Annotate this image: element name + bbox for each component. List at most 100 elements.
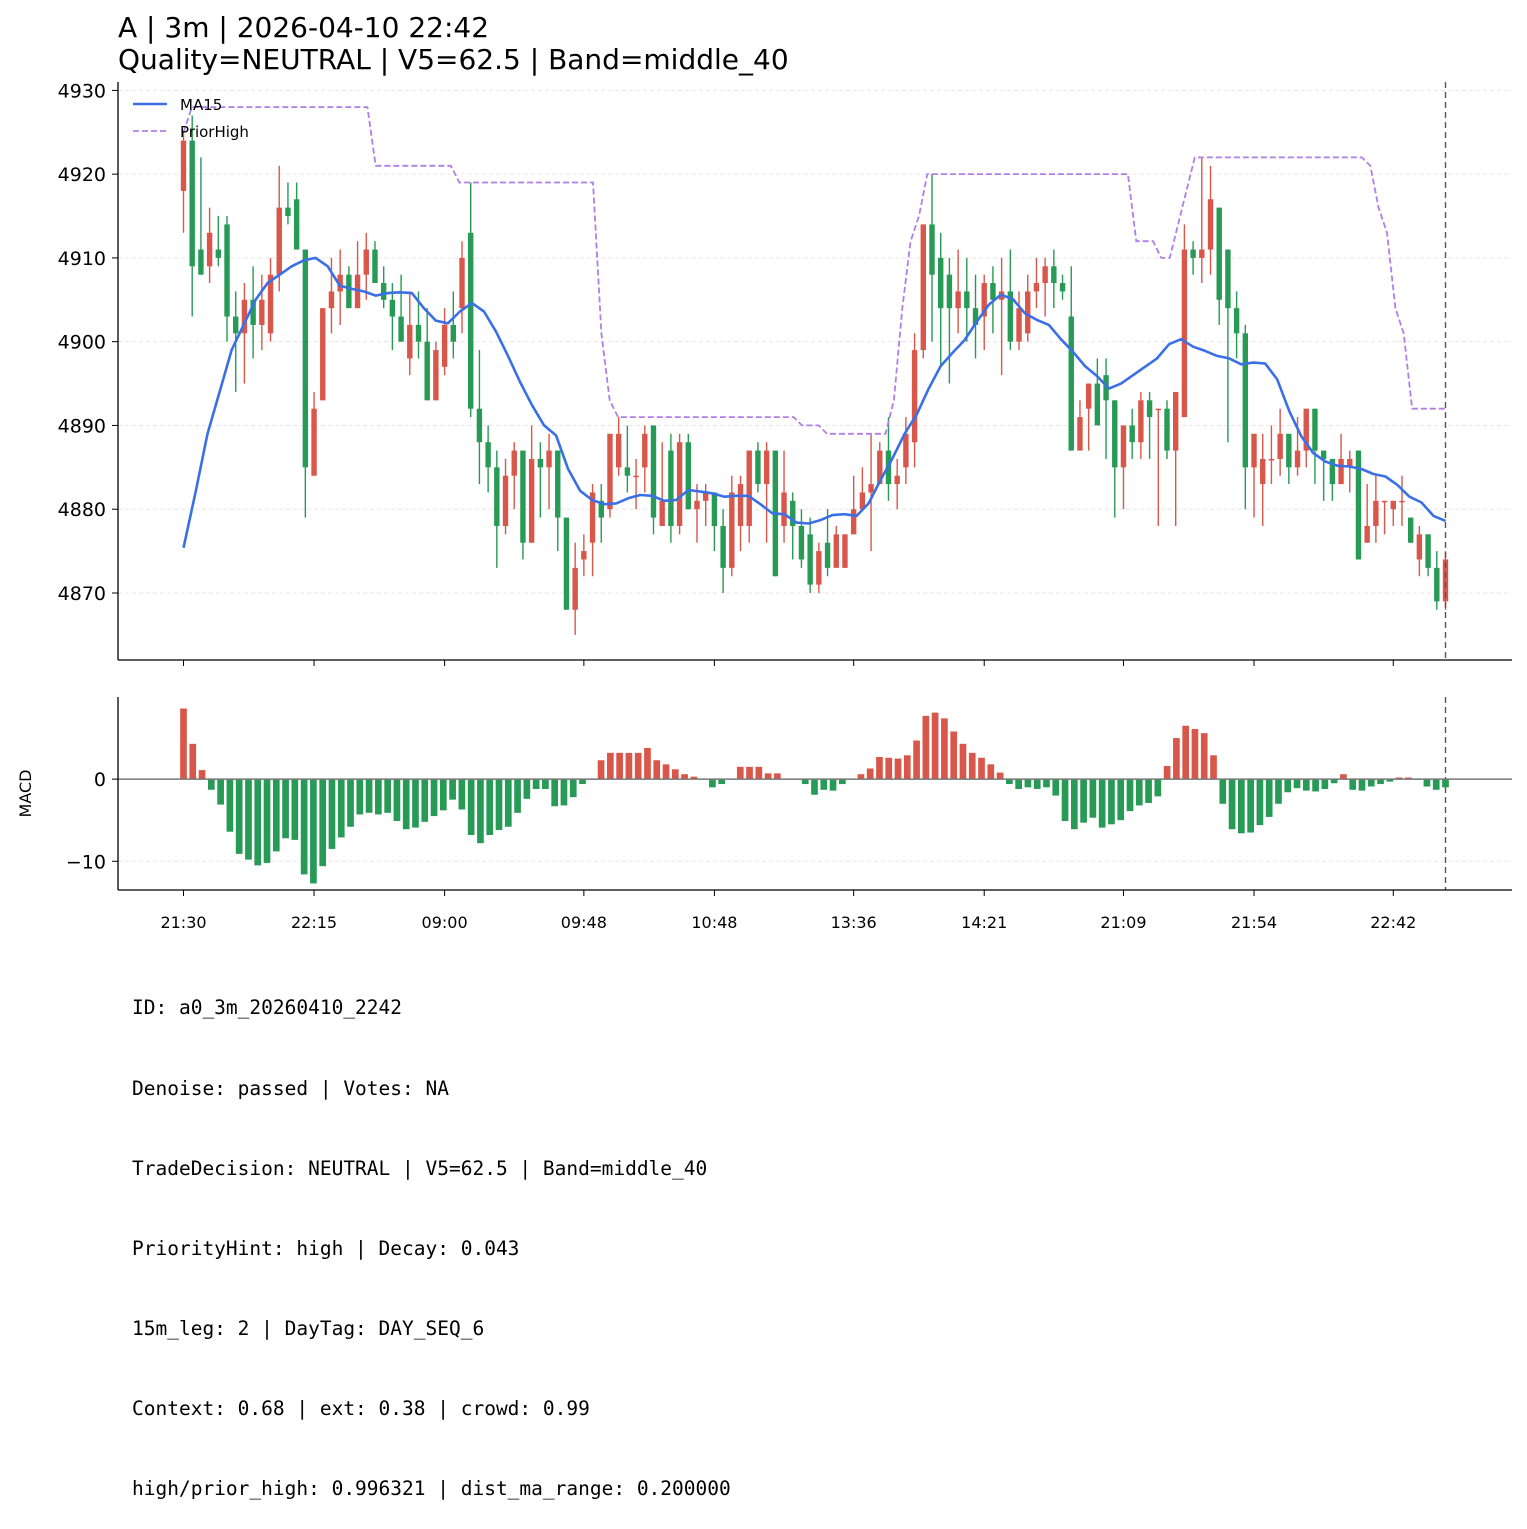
candle-body	[528, 458, 535, 543]
candle-body	[938, 257, 944, 309]
candle-body	[1373, 500, 1379, 526]
macd-bar	[616, 752, 623, 780]
candle-body	[1207, 199, 1214, 250]
macd-bar	[746, 766, 753, 780]
x-tick-label: 09:00	[422, 913, 468, 932]
macd-bar	[458, 779, 466, 810]
macd-bar	[1238, 779, 1245, 834]
macd-bar	[1154, 779, 1162, 797]
candle-body	[1242, 333, 1249, 468]
candle-body	[1077, 417, 1083, 451]
candle-body	[581, 551, 587, 560]
macd-bar	[1293, 779, 1301, 789]
macd-bar	[1117, 779, 1125, 821]
price-y-tick-label: 4920	[58, 164, 106, 186]
macd-bar	[1302, 779, 1310, 791]
x-tick-label: 21:09	[1100, 913, 1146, 932]
info-line-ratios: high/prior_high: 0.996321 | dist_ma_rang…	[132, 1477, 731, 1501]
chart-title: A | 3m | 2026-04-10 22:42	[118, 11, 490, 44]
candle-body	[842, 534, 848, 568]
macd-bar	[1423, 779, 1431, 787]
candle-body	[763, 450, 770, 485]
macd-y-tick-label: 0	[94, 769, 106, 791]
candle-body	[398, 316, 404, 342]
candle-body	[267, 274, 274, 334]
macd-bar	[365, 779, 373, 813]
macd-bar	[189, 743, 197, 780]
candle-body	[824, 542, 831, 568]
macd-bar	[180, 708, 187, 780]
candle-body	[546, 450, 552, 468]
candle-body	[337, 274, 343, 292]
macd-bar	[894, 758, 902, 780]
candle-body	[1181, 249, 1188, 418]
macd-bar	[198, 770, 206, 780]
legend-ma15-label: MA15	[180, 96, 222, 114]
candle-body	[807, 534, 813, 585]
x-tick-label: 21:54	[1231, 913, 1277, 932]
candle-body	[572, 567, 578, 610]
macd-bar	[254, 779, 262, 866]
candle-body	[1355, 450, 1362, 560]
macd-bar	[402, 779, 410, 830]
candle-body	[642, 433, 648, 468]
macd-bar	[1349, 779, 1357, 790]
candle-body	[1286, 433, 1292, 468]
macd-bar	[551, 779, 559, 807]
candle-body	[250, 299, 256, 325]
macd-bar	[356, 779, 364, 815]
macd-bar	[996, 772, 1004, 780]
price-y-tick-label: 4890	[58, 415, 106, 437]
macd-bar	[245, 779, 252, 860]
macd-bar	[1405, 777, 1412, 780]
candle-body	[1155, 408, 1161, 411]
candle-body	[1329, 458, 1336, 485]
macd-bar	[449, 779, 456, 800]
macd-bar	[1395, 777, 1403, 780]
candle-body	[781, 492, 787, 526]
macd-bar	[709, 779, 716, 788]
macd-bar	[1265, 779, 1273, 817]
candle-body	[1347, 458, 1353, 468]
macd-bar	[1386, 779, 1394, 782]
macd-bar	[755, 766, 763, 780]
candle-body	[1338, 458, 1344, 485]
macd-bar	[1200, 733, 1208, 780]
candle-body	[911, 350, 918, 443]
macd-bar	[866, 768, 874, 780]
macd-bar	[514, 779, 521, 813]
price-y-tick-label: 4910	[58, 248, 106, 270]
candle-body	[1277, 433, 1283, 459]
candle-body	[1260, 458, 1266, 485]
macd-bar	[885, 757, 893, 780]
macd-bar	[263, 779, 271, 863]
macd-bar	[1061, 779, 1069, 822]
macd-bar	[495, 779, 503, 831]
macd-bar	[922, 715, 930, 780]
candle-body	[389, 299, 396, 317]
candle-body	[233, 316, 239, 334]
macd-bar	[384, 779, 391, 813]
candle-body	[1199, 249, 1205, 258]
macd-bar	[597, 760, 605, 780]
macd-bar	[328, 779, 336, 849]
candle-body	[990, 283, 996, 300]
macd-bar	[941, 718, 948, 780]
candle-body	[380, 283, 387, 300]
macd-bar	[579, 779, 586, 785]
macd-y-axis-label: MACD	[16, 770, 35, 818]
macd-bar	[1228, 779, 1236, 830]
macd-bar	[1108, 779, 1115, 825]
candle-body	[363, 249, 369, 275]
candle-body	[476, 408, 483, 443]
macd-bar	[375, 779, 382, 815]
macd-bar	[1247, 779, 1254, 833]
candle-body	[215, 249, 222, 258]
candle-body	[903, 433, 909, 468]
candle-body	[598, 500, 604, 518]
macd-bar	[913, 740, 920, 780]
candle-body	[511, 450, 517, 476]
candle-body	[798, 525, 805, 560]
macd-bar	[662, 764, 670, 780]
macd-bar	[1340, 774, 1347, 780]
